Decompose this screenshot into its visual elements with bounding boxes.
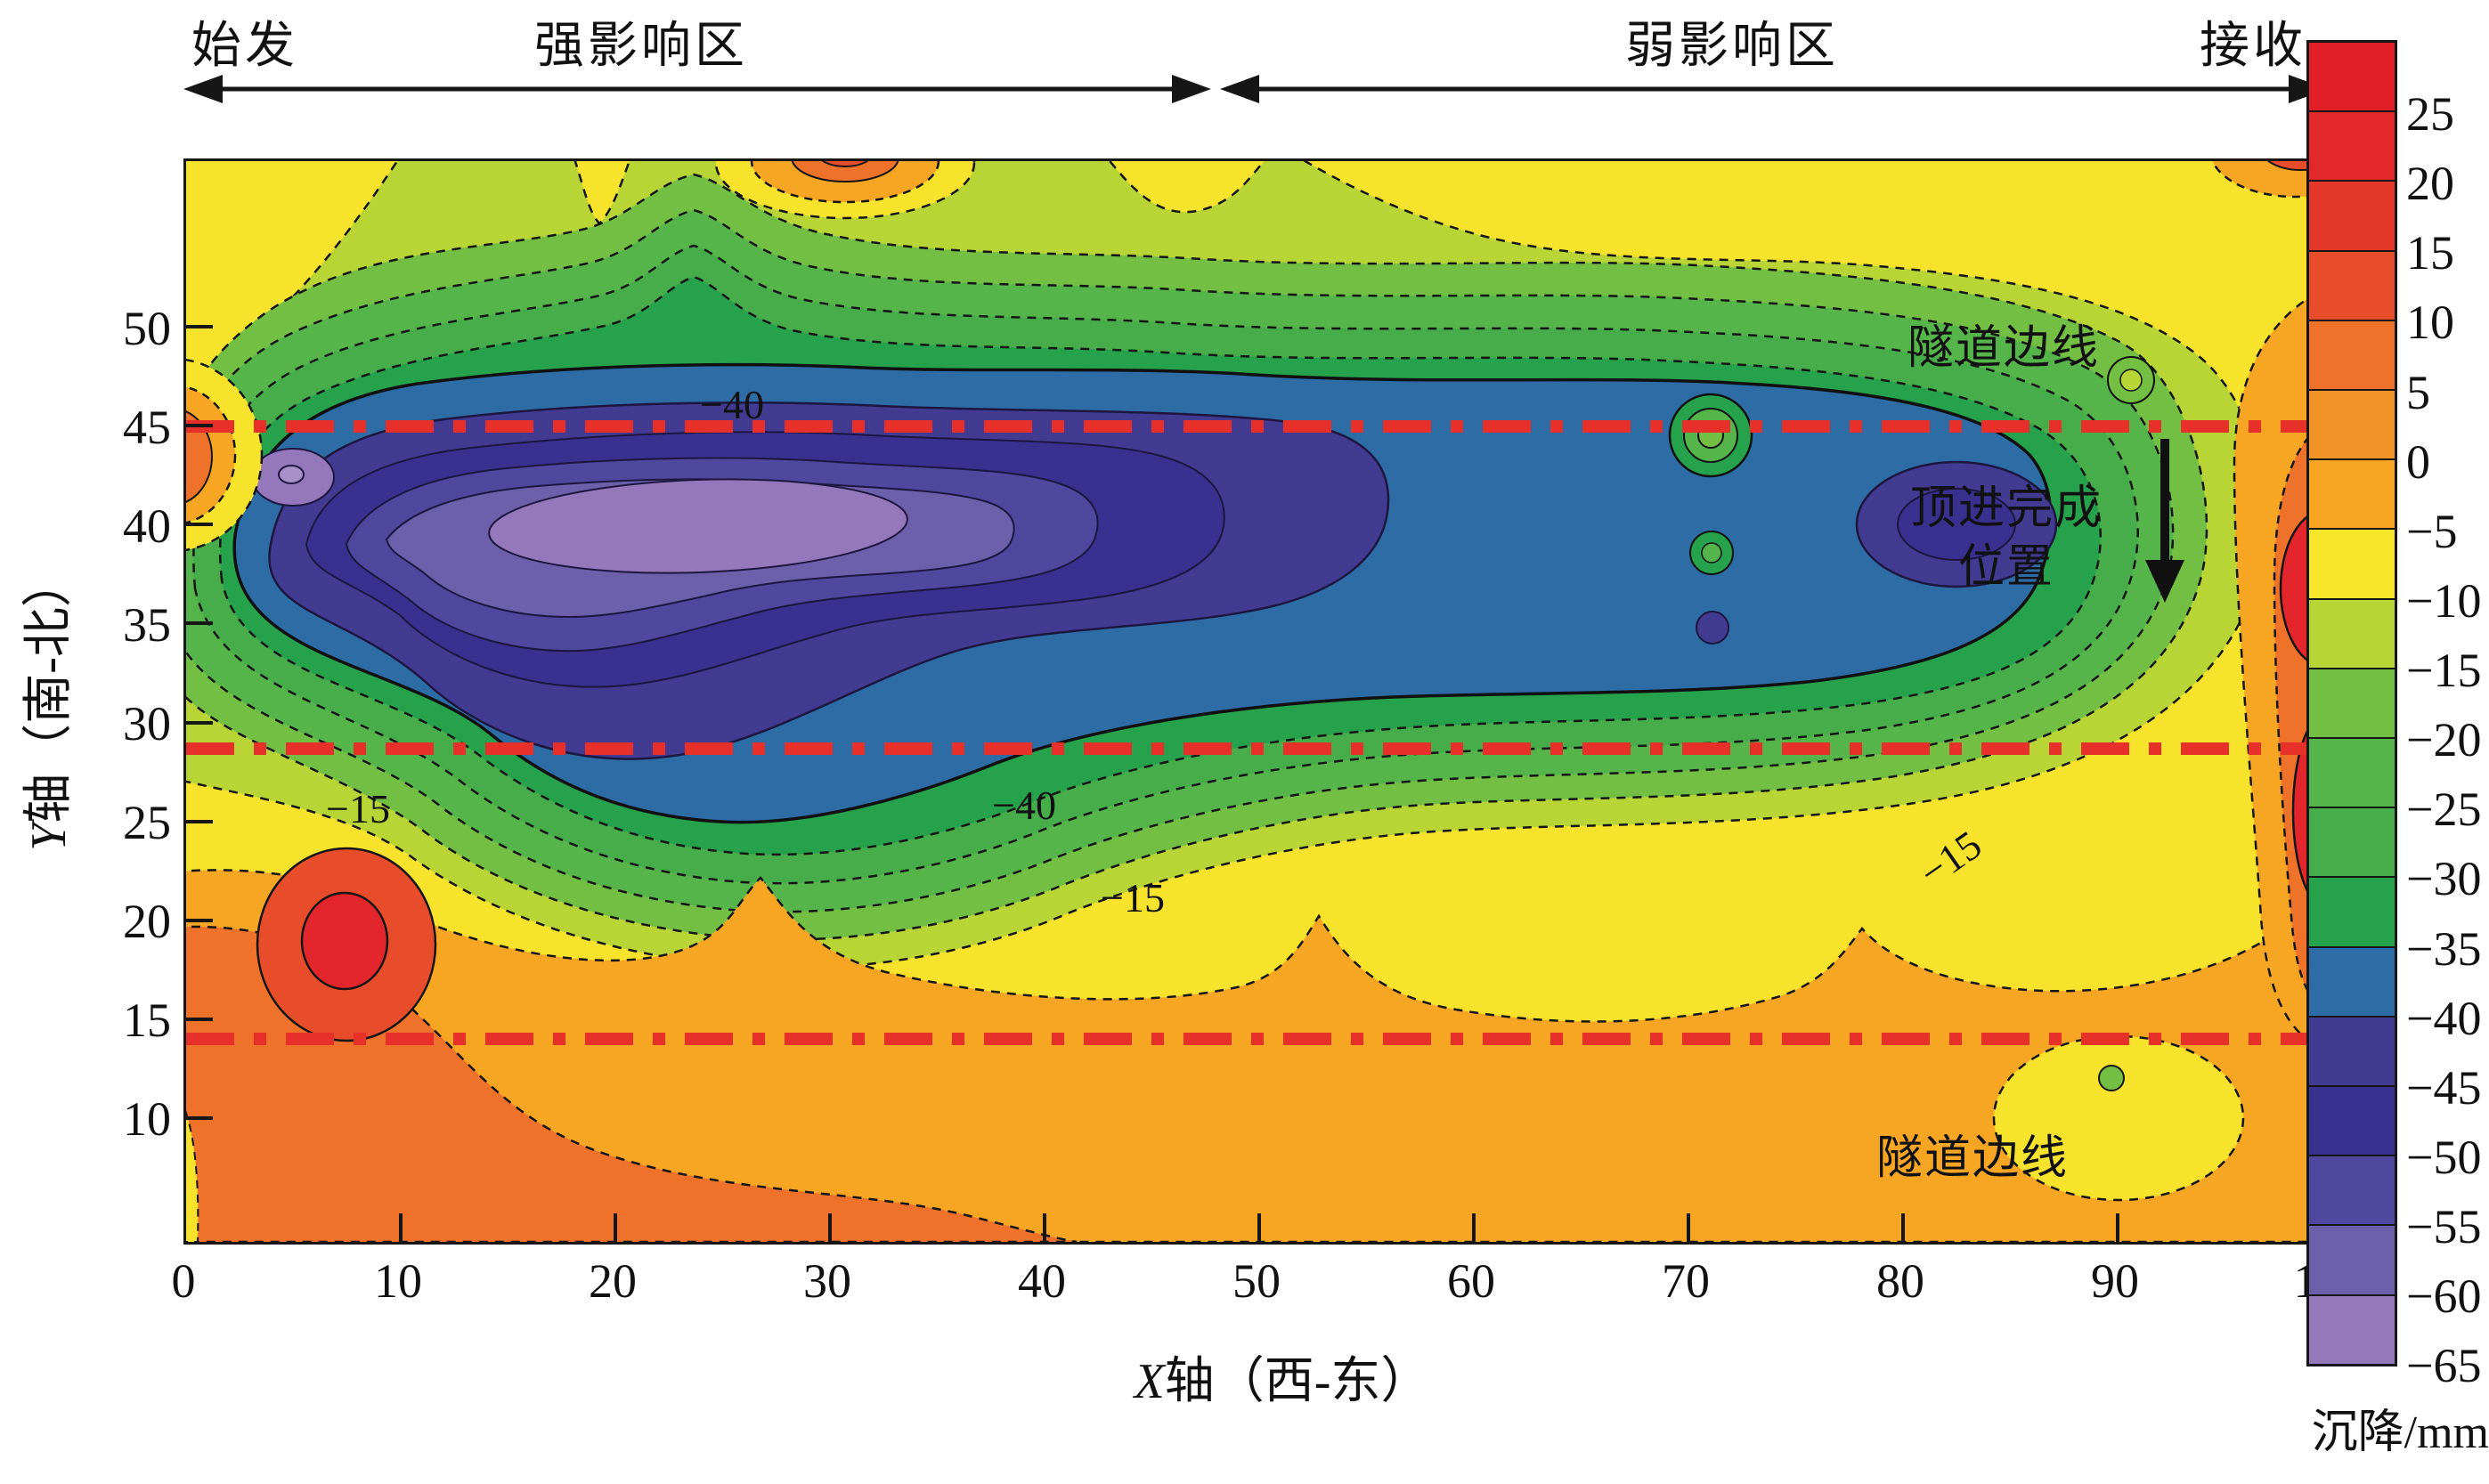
- south-orange-zone: [186, 869, 2331, 1242]
- core-minus60-main: [488, 478, 908, 574]
- jacking-position-arrow: [2145, 439, 2184, 603]
- x-tick-60: 60: [1447, 1254, 1495, 1308]
- y-axis-title: Y轴（南-北）: [8, 446, 80, 962]
- contour-label-minus15-a: −15: [326, 786, 390, 831]
- contour-label-minus40-b: −40: [992, 783, 1056, 828]
- cb-tick-m15: −15: [2406, 644, 2482, 697]
- colorbar-cell: [2309, 876, 2395, 946]
- colorbar-cell: [2309, 1293, 2395, 1364]
- colorbar-cell: [2309, 319, 2395, 390]
- y-tick-50: 50: [123, 302, 171, 355]
- y-tick-45: 45: [123, 401, 171, 454]
- zone-label-strong: 强影响区: [534, 19, 748, 74]
- x-tick-20: 20: [589, 1254, 637, 1308]
- cb-tick-m60: −60: [2406, 1269, 2482, 1323]
- west-edge-heave-core: [186, 410, 213, 503]
- light-dot-on-green-east-core: [2119, 369, 2143, 392]
- southwest-yellow-sliver: [186, 1110, 199, 1242]
- x-tick-80: 80: [1876, 1254, 1924, 1308]
- cb-tick-m20: −20: [2406, 713, 2482, 766]
- colorbar-cell: [2309, 180, 2395, 250]
- tunnel-edge-label-top: 隧道边线: [1907, 323, 2100, 374]
- weak-zone-arrow: [1220, 75, 2328, 103]
- core-minus65-dot: [278, 465, 305, 484]
- cb-tick-m65: −65: [2406, 1339, 2482, 1392]
- southwest-heave-core: [300, 891, 389, 991]
- cb-tick-5: 5: [2406, 366, 2430, 419]
- colorbar-cell: [2309, 110, 2395, 181]
- x-tick-50: 50: [1232, 1254, 1281, 1308]
- cb-tick-25: 25: [2406, 87, 2454, 141]
- cb-tick-m50: −50: [2406, 1131, 2482, 1184]
- strong-zone-arrow: [183, 75, 1211, 103]
- colorbar-cell: [2309, 1085, 2395, 1156]
- colorbar-cell: [2309, 1224, 2395, 1294]
- y-axis-letter: Y: [21, 823, 77, 851]
- colorbar-cell: [2309, 389, 2395, 459]
- x-tick-10: 10: [374, 1254, 422, 1308]
- colorbar-cell: [2309, 528, 2395, 598]
- cb-tick-m40: −40: [2406, 992, 2482, 1045]
- y-tick-30: 30: [123, 697, 171, 750]
- x-axis-title: X轴（西-东）: [1006, 1341, 1558, 1413]
- small-green-island-center: [1701, 542, 1722, 564]
- y-tick-10: 10: [123, 1092, 171, 1146]
- x-tick-90: 90: [2091, 1254, 2139, 1308]
- indigo-dot-island: [1696, 611, 1729, 645]
- cb-tick-m10: −10: [2406, 574, 2482, 628]
- y-tick-20: 20: [123, 895, 171, 948]
- contour-label-minus40-a: −40: [700, 382, 764, 427]
- jacking-position-label-line2: 位置: [1957, 542, 2054, 593]
- x-axis-letter: X: [1134, 1354, 1165, 1409]
- x-tick-30: 30: [803, 1254, 851, 1308]
- colorbar-cell: [2309, 1155, 2395, 1225]
- zone-label-start: 始发: [191, 19, 298, 74]
- colorbar-title: 沉降/mm: [2311, 1407, 2489, 1458]
- jacking-position-label-line1: 顶进完成: [1909, 483, 2103, 534]
- y-axis-ticks: [186, 325, 213, 1120]
- cb-tick-20: 20: [2406, 157, 2454, 210]
- deep-spot-east-inner: [1897, 488, 2016, 561]
- y-tick-25: 25: [123, 796, 171, 849]
- x-tick-40: 40: [1018, 1254, 1066, 1308]
- cb-tick-m25: −25: [2406, 783, 2482, 836]
- zone-label-receive: 接收: [2200, 19, 2306, 74]
- colorbar-cell: [2309, 807, 2395, 877]
- colorbar-cell: [2309, 597, 2395, 668]
- cb-tick-10: 10: [2406, 296, 2454, 349]
- colorbar-cell: [2309, 249, 2395, 320]
- y-tick-15: 15: [123, 993, 171, 1047]
- zone-extent-arrows: [183, 75, 2328, 103]
- cb-tick-0: 0: [2406, 435, 2430, 489]
- colorbar-cell: [2309, 1015, 2395, 1086]
- cb-tick-m55: −55: [2406, 1200, 2482, 1253]
- y-axis-rest: 轴（南-北）: [21, 557, 77, 823]
- cb-tick-m30: −30: [2406, 852, 2482, 905]
- cb-tick-15: 15: [2406, 226, 2454, 280]
- contour-label-minus15-b: −15: [1101, 875, 1165, 920]
- x-axis-ticks: [399, 1213, 2119, 1242]
- x-tick-0: 0: [171, 1254, 196, 1308]
- cb-tick-m35: −35: [2406, 922, 2482, 976]
- southeast-yellow-pocket: [1992, 1034, 2245, 1202]
- colorbar-cell: [2309, 945, 2395, 1016]
- y-tick-35: 35: [123, 598, 171, 652]
- x-tick-70: 70: [1662, 1254, 1710, 1308]
- cb-tick-m45: −45: [2406, 1061, 2482, 1115]
- zone-label-weak: 弱影响区: [1625, 19, 1839, 74]
- tunnel-edge-label-bottom: 隧道边线: [1875, 1133, 2069, 1184]
- x-axis-rest: 轴（西-东）: [1164, 1354, 1431, 1409]
- colorbar-cell: [2309, 43, 2395, 111]
- colorbar-cell: [2309, 667, 2395, 738]
- cb-tick-m5: −5: [2406, 505, 2458, 558]
- north-edge-heave-core: [821, 161, 869, 167]
- colorbar: [2306, 40, 2397, 1366]
- colorbar-cell: [2309, 737, 2395, 807]
- y-tick-40: 40: [123, 499, 171, 553]
- colorbar-cell: [2309, 458, 2395, 529]
- southeast-green-dot: [2098, 1065, 2125, 1091]
- north-edge-heave-mid: [791, 161, 899, 182]
